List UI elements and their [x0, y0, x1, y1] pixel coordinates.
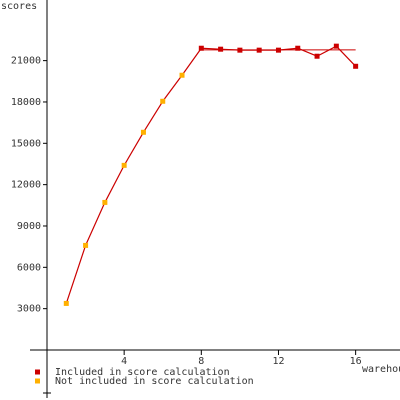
legend-marker — [35, 378, 40, 384]
point — [140, 129, 146, 135]
line-segment — [181, 47, 202, 76]
point — [198, 45, 204, 51]
point — [218, 46, 224, 52]
y-tick-label: 9000 — [17, 221, 41, 232]
line-segment — [65, 245, 87, 304]
point — [121, 162, 127, 168]
point — [353, 63, 359, 69]
y-axis-label: scores — [1, 1, 37, 12]
x-tick-label: 8 — [198, 356, 204, 367]
line-segment — [316, 45, 337, 57]
point — [83, 242, 89, 248]
point — [160, 98, 166, 104]
line-segment — [297, 47, 318, 57]
line-segment — [104, 165, 125, 203]
point — [102, 199, 108, 205]
point — [333, 43, 339, 49]
legend-label: Included in score calculation — [55, 367, 230, 378]
x-tick-label: 16 — [350, 356, 362, 367]
line-segment — [123, 131, 144, 166]
y-tick-label: 15000 — [11, 138, 41, 149]
point — [63, 300, 69, 306]
point — [179, 72, 185, 78]
legend-marker — [35, 369, 40, 375]
line-segment — [162, 74, 183, 102]
y-tick-label: 12000 — [11, 180, 41, 191]
point — [237, 47, 243, 53]
x-tick-label: 12 — [272, 356, 284, 367]
x-axis-label: warehouses — [362, 364, 400, 375]
line-segment — [335, 45, 357, 67]
y-tick-label: 3000 — [17, 304, 41, 315]
line-segment — [278, 47, 298, 51]
point — [314, 53, 320, 59]
line-segment — [85, 202, 106, 246]
point — [275, 47, 281, 53]
y-tick-label: 18000 — [11, 97, 41, 108]
point — [295, 45, 301, 51]
point — [256, 47, 262, 53]
x-tick-label: 4 — [121, 356, 127, 367]
legend-label: Not included in score calculation — [55, 376, 254, 387]
line-segment — [220, 48, 240, 51]
y-tick-label: 6000 — [17, 262, 41, 273]
y-tick-label: 21000 — [11, 56, 41, 67]
line-segment — [142, 100, 164, 133]
line-segment — [201, 47, 221, 50]
